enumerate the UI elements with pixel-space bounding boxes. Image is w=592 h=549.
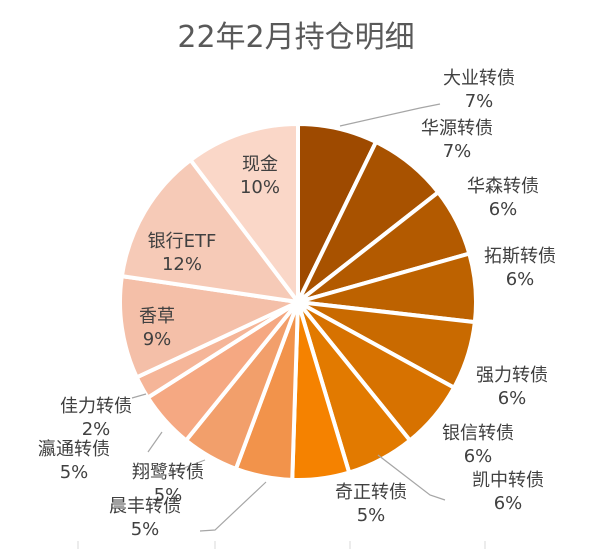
- slice-label: 翔鹭转债 5%: [132, 462, 204, 506]
- leader-line: [339, 103, 441, 127]
- slice-label: 拓斯转债 6%: [484, 246, 556, 290]
- pie-slice: [118, 273, 305, 381]
- slice-label-percent: 7%: [443, 141, 472, 162]
- slice-label-name: 银信转债: [442, 423, 514, 444]
- slice-labels: 大业转债 7%华源转债 7%华森转债 6%拓斯转债 6%强力转债 6%银信转债 6%凯中转债…: [38, 68, 556, 540]
- leader-line: [199, 481, 267, 532]
- slice-label-name: 晨丰转债: [109, 496, 181, 517]
- slice-label: 佳力转债 2%: [60, 396, 132, 440]
- slice-label-percent: 6%: [489, 199, 518, 220]
- bottom-grid-ticks: [77, 541, 486, 549]
- slice-label-name: 银行ETF: [148, 231, 217, 252]
- slice-label-name: 现金: [242, 154, 278, 175]
- slice-label-name: 香草: [139, 306, 175, 327]
- slice-label: 银行ETF 12%: [148, 231, 217, 275]
- slice-label-name: 佳力转债: [60, 396, 132, 417]
- slice-label-percent: 5%: [60, 462, 89, 483]
- slice-label: 强力转债 6%: [476, 365, 548, 409]
- pie-slice: [119, 157, 303, 305]
- slice-label-percent: 5%: [154, 485, 183, 506]
- slice-label-name: 凯中转债: [472, 470, 544, 491]
- slice-label: 奇正转债 5%: [335, 482, 407, 526]
- chart-title: 22年2月持仓明细: [177, 20, 415, 55]
- slice-label: 瀛通转债 5%: [38, 438, 110, 483]
- slice-label-name: 奇正转债: [335, 482, 407, 503]
- slice-label-name: 拓斯转债: [484, 246, 556, 267]
- leader-lines: [131, 103, 446, 532]
- slice-label-percent: 5%: [357, 505, 386, 526]
- slice-label: 大业转债 7%: [443, 68, 515, 112]
- slice-label-percent: 6%: [464, 446, 493, 467]
- slice-label-percent: 6%: [494, 493, 523, 514]
- slice-label-name: 大业转债: [443, 68, 515, 89]
- slice-label-name: 华源转债: [421, 118, 493, 139]
- slice-label-percent: 12%: [162, 254, 202, 275]
- slice-label: 晨丰转债 5%: [109, 496, 181, 540]
- leader-line: [147, 431, 163, 453]
- leader-line: [377, 454, 446, 501]
- pie-slices: [118, 121, 478, 482]
- slice-label-percent: 10%: [240, 177, 280, 198]
- leader-line: [131, 393, 147, 399]
- slice-label-percent: 6%: [498, 388, 527, 409]
- slice-label-name: 瀛通转债: [38, 438, 110, 460]
- slice-label: 华源转债 7%: [421, 118, 493, 162]
- slice-label: 华森转债 6%: [467, 176, 539, 220]
- slice-label: 银信转债 6%: [442, 423, 514, 467]
- leader-line: [167, 459, 206, 475]
- slice-label-percent: 2%: [82, 419, 111, 440]
- pie-slice: [187, 121, 300, 308]
- slice-label: 凯中转债 6%: [472, 470, 544, 514]
- slice-label-name: 华森转债: [467, 176, 539, 197]
- slice-label-percent: 7%: [465, 91, 494, 112]
- slice-label: 现金 10%: [240, 154, 280, 198]
- slice-label-percent: 5%: [131, 519, 160, 540]
- slice-label-name: 翔鹭转债: [132, 462, 204, 483]
- slice-label: 香草 9%: [139, 306, 175, 350]
- slice-label-percent: 6%: [506, 269, 535, 290]
- slice-label-percent: 9%: [143, 329, 172, 350]
- slice-label-name: 强力转债: [476, 365, 548, 386]
